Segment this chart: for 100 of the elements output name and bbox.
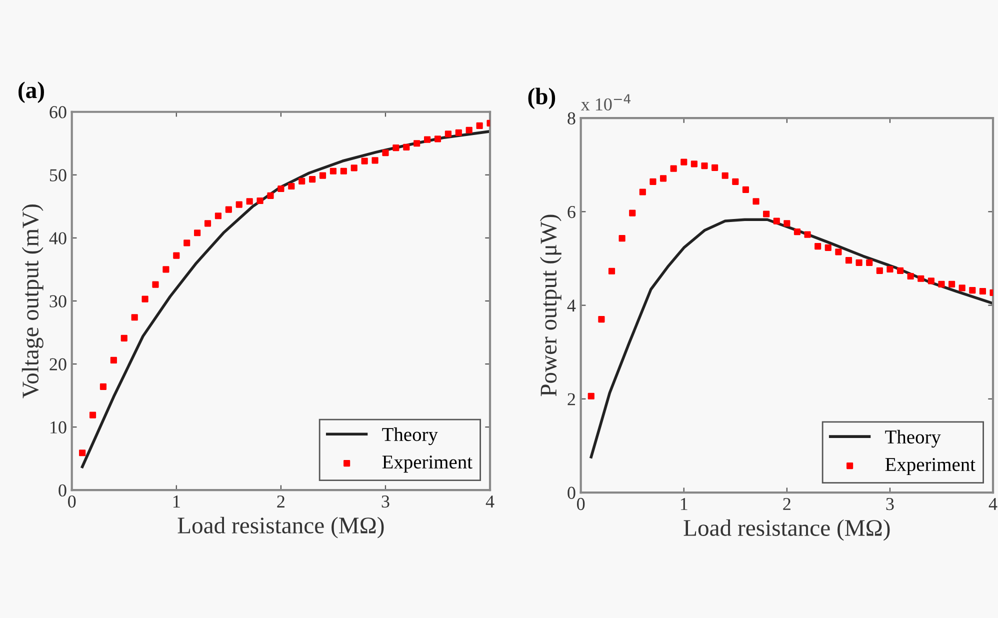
legend-label: Theory [382,427,438,446]
x-tick-label: 1 [680,498,688,510]
point [372,157,378,164]
y-tick-label: 10 [50,421,66,434]
point [256,197,264,204]
x-tick-label: 0 [68,495,76,508]
x-tick-label: 1 [173,496,180,508]
y-tick-label: 60 [50,106,66,118]
x-tick-label: 3 [382,496,390,508]
point [701,162,708,170]
point [424,136,431,143]
point [650,178,656,185]
point [204,220,212,227]
x-tick-label: 4 [988,498,998,510]
point [340,168,347,174]
point [752,198,760,205]
point [173,252,180,259]
y-tick-label: 2 [568,393,575,406]
point [162,266,170,273]
point [794,228,801,236]
point [392,144,400,152]
point [298,178,306,184]
point [907,272,914,280]
point [184,240,190,246]
point [142,296,148,302]
point [948,280,956,288]
point [938,280,945,288]
legend-label: Experiment [885,458,976,476]
point [79,450,86,456]
point [598,316,605,323]
x-axis-title: Load resistance (MΩ) [684,519,890,541]
point [361,158,368,164]
legend-label: Experiment [382,456,472,473]
point [742,186,749,193]
chart-title: (a) [18,82,44,103]
point [414,140,420,147]
point [89,412,96,418]
x-axis-title: Load resistance (MΩ) [178,516,384,538]
point [267,192,274,199]
point [660,175,667,182]
x-tick-label: 3 [886,498,894,510]
point [876,267,883,274]
point [784,220,790,227]
point [670,165,677,172]
y-axis-title: Power output (μW) [540,214,562,396]
point [588,392,594,400]
point [814,243,822,250]
point [969,287,976,294]
point [629,210,636,216]
point [722,172,728,179]
point [100,383,107,390]
point [444,130,452,138]
point [773,218,780,224]
text: x 10$^{−4}$ [580,94,631,110]
y-axis-title: Voltage output (mV) [22,204,44,398]
point [732,178,739,185]
point [618,235,626,242]
point [110,356,117,364]
point [131,314,138,321]
y-tick-label: 0 [58,484,66,497]
line-series [590,218,994,458]
point [382,150,389,156]
point [804,231,811,238]
point [278,185,284,192]
point [639,188,646,196]
y-tick-label: 6 [568,206,576,218]
point [225,206,232,213]
point [896,267,904,274]
point [120,334,128,342]
point [152,281,159,288]
point [608,268,616,274]
point [856,259,862,266]
y-tick-label: 50 [50,169,66,182]
point [309,176,316,183]
point [319,172,326,179]
chart-title: (b) [528,88,556,110]
point [403,144,410,150]
point [236,201,242,208]
point [350,164,358,172]
point [928,278,934,284]
x-tick-label: 0 [577,498,585,510]
x-tick-label: 2 [783,498,790,510]
point [763,210,770,218]
point [824,244,832,252]
point [194,230,201,236]
point [246,198,253,205]
point [918,275,924,282]
point [845,257,852,264]
point [680,158,688,166]
x-tick-label: 4 [486,496,494,508]
point [886,266,894,273]
y-tick-label: 30 [50,295,66,308]
y-tick-label: 4 [567,300,576,312]
point [979,288,986,295]
legend-label: Theory [885,430,941,448]
y-tick-label: 8 [568,112,576,124]
point [866,259,873,266]
x-tick-label: 2 [277,496,284,508]
point [214,212,222,220]
y-tick-label: 40 [49,232,66,244]
